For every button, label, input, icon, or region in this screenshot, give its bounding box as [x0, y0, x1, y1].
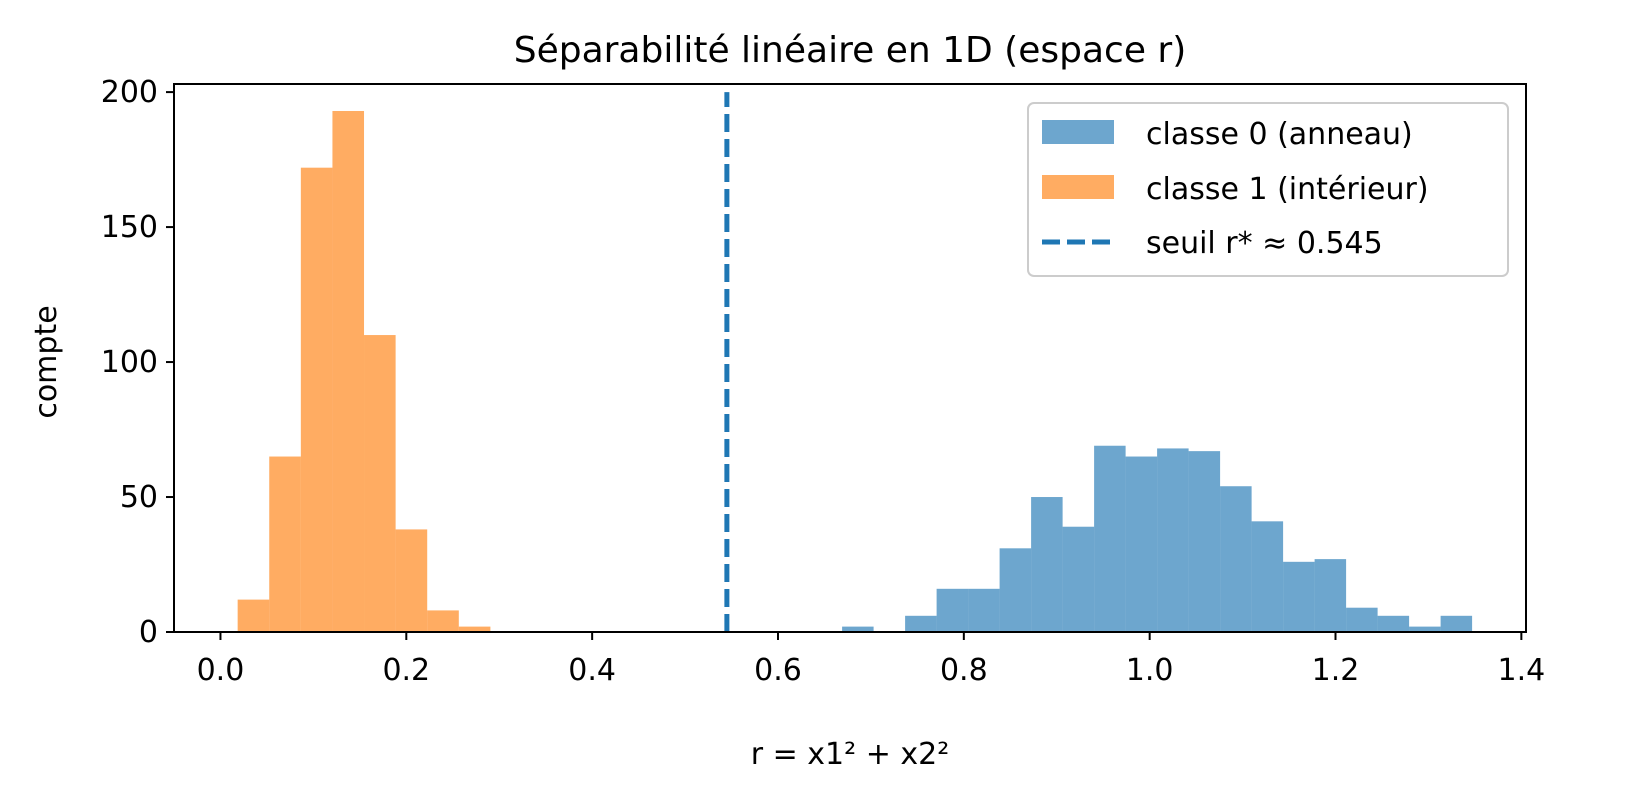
- x-tick-label: 1.2: [1312, 653, 1360, 688]
- histogram-bar: [936, 588, 969, 632]
- legend-swatch-classe-0: [1042, 120, 1114, 144]
- histogram-bar: [458, 626, 491, 632]
- histogram-bar: [1251, 521, 1284, 632]
- histogram-bar: [269, 456, 301, 632]
- histogram-bar: [237, 599, 270, 632]
- histogram-bar: [842, 626, 874, 632]
- y-tick-label: 150: [101, 210, 158, 245]
- histogram-bar: [1220, 486, 1252, 632]
- histogram-bar: [1094, 445, 1126, 632]
- legend: classe 0 (anneau) classe 1 (intérieur) s…: [1027, 102, 1509, 277]
- chart-title: Séparabilité linéaire en 1D (espace r): [514, 30, 1187, 71]
- bars-classe-1: [237, 110, 491, 633]
- legend-box: [1027, 102, 1509, 277]
- y-axis-ticks: 0 50 100 150 200: [101, 75, 174, 650]
- x-tick-label: 0.4: [568, 653, 616, 688]
- histogram-bar: [1283, 561, 1315, 632]
- x-axis-label: r = x1² + x2²: [751, 737, 950, 772]
- histogram-bar: [427, 610, 459, 632]
- histogram-bar: [395, 529, 428, 632]
- histogram-bar: [1440, 615, 1473, 632]
- histogram-bar: [1125, 456, 1158, 632]
- legend-swatch-classe-1: [1042, 175, 1114, 199]
- legend-label-classe-1: classe 1 (intérieur): [1146, 172, 1429, 207]
- histogram-bar: [999, 548, 1032, 632]
- histogram-bar: [905, 615, 937, 632]
- axes-frame: [173, 83, 1527, 633]
- x-tick-label: 0.2: [382, 653, 430, 688]
- histogram-bar: [332, 110, 365, 633]
- y-tick-label: 50: [120, 480, 158, 515]
- x-tick-label: 0.6: [754, 653, 802, 688]
- legend-label-classe-0: classe 0 (anneau): [1146, 117, 1413, 152]
- x-tick-label: 1.0: [1126, 653, 1174, 688]
- histogram-bar: [1346, 607, 1378, 632]
- x-tick-label: 0.0: [197, 653, 245, 688]
- x-tick-label: 1.4: [1497, 653, 1545, 688]
- x-tick-label: 0.8: [940, 653, 988, 688]
- y-axis-label: compte: [29, 305, 64, 418]
- histogram-bar: [300, 167, 333, 632]
- histogram-bar: [1377, 615, 1410, 632]
- histogram-bar: [968, 588, 1000, 632]
- y-tick-label: 0: [139, 615, 158, 650]
- y-tick-label: 200: [101, 75, 158, 110]
- histogram-bar: [1031, 497, 1063, 632]
- histogram-bar: [364, 335, 396, 632]
- x-axis-ticks: 0.0 0.2 0.4 0.6 0.8 1.0 1.2 1.4: [197, 632, 1545, 688]
- legend-label-threshold: seuil r* ≈ 0.545: [1146, 226, 1383, 261]
- histogram-bar: [1062, 526, 1095, 632]
- histogram-bar: [1188, 451, 1221, 632]
- histogram-bar: [1409, 626, 1441, 632]
- y-tick-label: 100: [101, 345, 158, 380]
- bars-classe-0: [842, 445, 1473, 632]
- histogram-bar: [1314, 559, 1347, 632]
- histogram-bar: [1157, 448, 1189, 632]
